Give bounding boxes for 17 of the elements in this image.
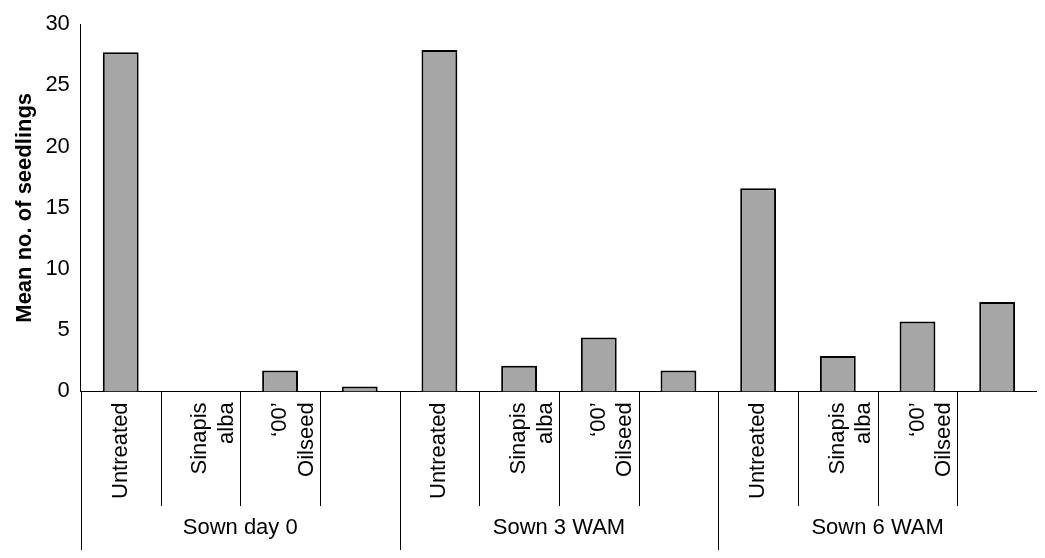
y-tick-label: 25 (45, 71, 70, 97)
x-tick-label: Untreated (425, 402, 451, 500)
text: Sown 3 WAM (492, 514, 626, 540)
y-tick-label: 20 (45, 132, 70, 158)
x-tick-label: Untreated (106, 402, 132, 500)
y-tick-label: 15 (45, 193, 70, 219)
text: Sown 6 WAM (811, 514, 944, 540)
y-axis-title: Mean no. of seedlings (11, 92, 37, 323)
x-tick-label: Sinapis alba (823, 401, 876, 475)
text: Sown day 0 (182, 514, 298, 540)
y-tick-label: 5 (57, 316, 70, 342)
y-tick-label: 0 (57, 377, 70, 403)
y-tick-label: 10 (45, 255, 70, 281)
x-tick-label: Sinapis alba (186, 401, 238, 475)
y-tick-label: 30 (45, 10, 70, 36)
x-tick-label: Sinapis alba (505, 401, 557, 475)
x-tick-label: Untreated (744, 402, 770, 500)
